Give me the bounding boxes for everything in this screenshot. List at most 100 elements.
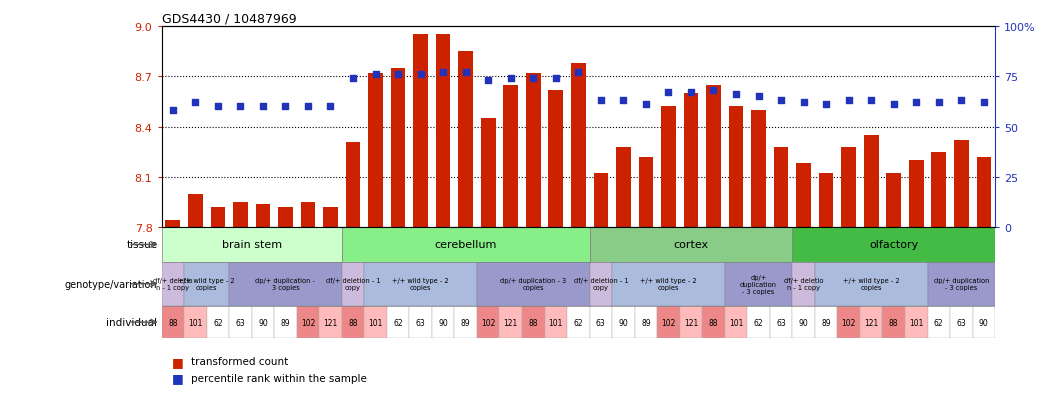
Bar xyxy=(454,306,477,339)
Bar xyxy=(658,306,679,339)
Bar xyxy=(792,262,815,306)
Text: 88: 88 xyxy=(348,318,357,327)
Text: 89: 89 xyxy=(641,318,650,327)
Point xyxy=(480,78,497,84)
Bar xyxy=(590,262,612,306)
Text: genotype/variation: genotype/variation xyxy=(65,279,157,289)
Text: 62: 62 xyxy=(934,318,944,327)
Bar xyxy=(815,306,838,339)
Point xyxy=(953,98,970,104)
Text: 101: 101 xyxy=(728,318,743,327)
Text: 89: 89 xyxy=(461,318,471,327)
Point xyxy=(322,104,339,110)
Bar xyxy=(864,135,878,228)
Text: 90: 90 xyxy=(619,318,628,327)
Bar xyxy=(932,152,946,228)
Text: dp/+ duplication -
3 copies: dp/+ duplication - 3 copies xyxy=(255,278,316,291)
Point xyxy=(345,76,362,82)
Bar xyxy=(458,52,473,228)
Bar xyxy=(365,262,477,306)
Bar xyxy=(365,306,387,339)
Text: +/+ wild type - 2
copies: +/+ wild type - 2 copies xyxy=(640,278,697,291)
Point xyxy=(277,104,294,110)
Text: 89: 89 xyxy=(821,318,830,327)
Bar xyxy=(594,174,609,228)
Bar xyxy=(860,306,883,339)
Text: df/+ deletio
n - 1 copy: df/+ deletio n - 1 copy xyxy=(784,278,823,291)
Bar xyxy=(909,161,923,228)
Bar xyxy=(883,306,905,339)
Text: 121: 121 xyxy=(864,318,878,327)
Text: 62: 62 xyxy=(573,318,584,327)
Point xyxy=(547,76,564,82)
Point xyxy=(638,102,654,109)
Bar xyxy=(612,262,725,306)
Text: 88: 88 xyxy=(889,318,898,327)
Bar xyxy=(548,90,563,228)
Point xyxy=(254,104,271,110)
Point xyxy=(795,100,812,107)
Bar xyxy=(297,306,319,339)
Bar xyxy=(545,306,567,339)
Text: 62: 62 xyxy=(213,318,223,327)
Bar xyxy=(725,262,792,306)
Text: 102: 102 xyxy=(301,318,315,327)
Text: 63: 63 xyxy=(416,318,425,327)
Text: 101: 101 xyxy=(189,318,202,327)
Bar xyxy=(368,74,382,228)
Point xyxy=(300,104,317,110)
Bar xyxy=(567,306,590,339)
Bar xyxy=(612,306,635,339)
Point xyxy=(750,94,767,100)
Bar xyxy=(571,64,586,228)
Bar xyxy=(391,69,405,228)
Bar xyxy=(747,306,770,339)
Point xyxy=(727,92,744,98)
Bar xyxy=(480,119,496,228)
Bar xyxy=(229,306,251,339)
Text: 89: 89 xyxy=(280,318,291,327)
Point xyxy=(818,102,835,109)
Text: 121: 121 xyxy=(323,318,338,327)
Bar xyxy=(184,306,206,339)
Text: percentile rank within the sample: percentile rank within the sample xyxy=(191,373,367,383)
Text: individual: individual xyxy=(106,317,157,328)
Text: dp/+ duplication - 3
copies: dp/+ duplication - 3 copies xyxy=(500,278,566,291)
Bar xyxy=(590,228,792,262)
Text: 101: 101 xyxy=(548,318,563,327)
Text: cortex: cortex xyxy=(673,240,709,250)
Point xyxy=(413,72,429,78)
Bar xyxy=(319,306,342,339)
Bar xyxy=(841,147,855,228)
Bar xyxy=(706,85,721,228)
Point xyxy=(570,70,587,76)
Text: 102: 102 xyxy=(662,318,675,327)
Text: 90: 90 xyxy=(799,318,809,327)
Bar xyxy=(792,228,995,262)
Bar xyxy=(927,262,995,306)
Text: olfactory: olfactory xyxy=(869,240,918,250)
Point xyxy=(209,104,226,110)
Point xyxy=(390,72,406,78)
Text: transformed count: transformed count xyxy=(191,356,288,366)
Bar xyxy=(414,35,428,228)
Text: 63: 63 xyxy=(776,318,786,327)
Text: 88: 88 xyxy=(709,318,718,327)
Bar xyxy=(616,147,630,228)
Point xyxy=(525,76,542,82)
Bar xyxy=(477,306,499,339)
Point xyxy=(435,70,451,76)
Text: 63: 63 xyxy=(957,318,966,327)
Point xyxy=(660,90,676,96)
Text: 101: 101 xyxy=(909,318,923,327)
Point xyxy=(975,100,992,107)
Bar xyxy=(819,174,834,228)
Point xyxy=(683,90,699,96)
Bar xyxy=(728,107,743,228)
Point xyxy=(908,100,924,107)
Bar xyxy=(725,306,747,339)
Text: tissue: tissue xyxy=(126,240,157,250)
Text: 90: 90 xyxy=(258,318,268,327)
Text: 88: 88 xyxy=(528,318,538,327)
Text: dp/+
duplication
- 3 copies: dp/+ duplication - 3 copies xyxy=(740,274,777,294)
